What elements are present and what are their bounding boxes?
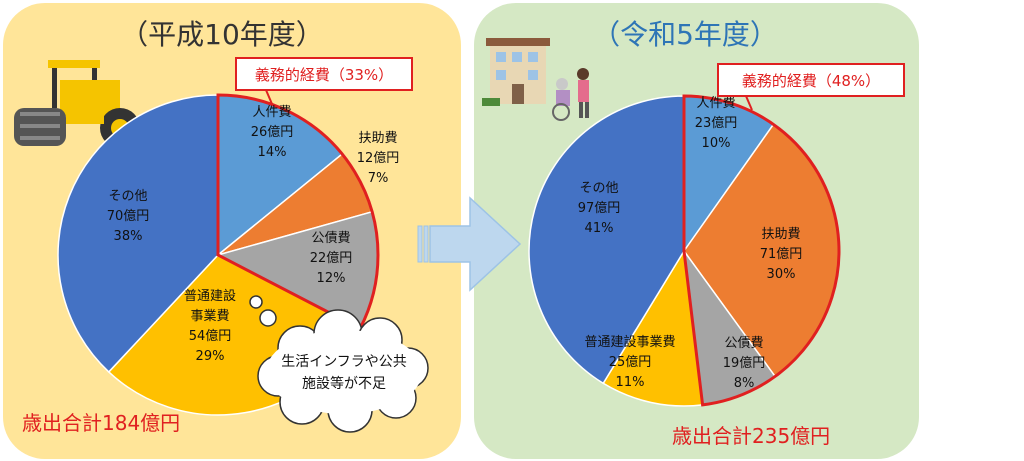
slice-label-line: 29% <box>196 349 225 364</box>
slice-label-line: 30% <box>767 267 796 282</box>
slice-label-kosaihi: 公債費 19億円 8% <box>723 336 766 391</box>
slice-label-fujohi: 扶助費 12億円 7% <box>357 131 400 186</box>
slice-label-line: 扶助費 <box>358 131 397 146</box>
slice-label-line: 14% <box>258 145 287 160</box>
pie-slice-futsu <box>602 248 704 407</box>
slice-label-line: 事業費 <box>190 308 229 324</box>
slice-label-line: 41% <box>585 221 614 236</box>
pie-slice-sonota <box>57 94 219 373</box>
slice-label-line: 普通建設 <box>184 288 236 304</box>
callout-line-2: 施設等が不足 <box>302 375 386 392</box>
left-highlight-label: 義務的経費（33%） <box>255 66 393 84</box>
slice-label-line: 26億円 <box>251 124 294 140</box>
slice-label-line: 19億円 <box>723 355 766 371</box>
slice-label-line: 71億円 <box>760 246 803 262</box>
slice-label-line: 普通建設事業費 <box>584 334 675 350</box>
mandatory-expense-outline <box>216 93 380 331</box>
slice-label-line: その他 <box>579 181 618 196</box>
slice-label-fujohi: 扶助費 71億円 30% <box>760 227 803 282</box>
callout-line-1: 生活インフラや公共 <box>281 354 407 370</box>
slice-label-line: 23億円 <box>695 115 738 131</box>
slice-label-line: 25億円 <box>609 354 652 370</box>
right-total-label: 歳出合計235億円 <box>672 424 830 448</box>
slice-label-line: 22億円 <box>310 250 353 266</box>
slice-label-line: 扶助費 <box>761 227 800 242</box>
slice-label-line: 8% <box>734 376 755 391</box>
right-panel-title: （令和5年度） <box>592 18 778 51</box>
slice-label-line: 人件費 <box>696 96 735 111</box>
slice-label-line: 7% <box>368 171 389 186</box>
slice-label-line: 70億円 <box>107 208 150 224</box>
right-highlight-box: 義務的経費（48%） <box>717 63 905 111</box>
slice-label-line: その他 <box>108 189 147 204</box>
slice-label-line: 54億円 <box>189 328 232 344</box>
slice-label-jinkenhi: 人件費 23億円 10% <box>695 96 738 151</box>
slice-label-jinkenhi: 人件費 26億円 14% <box>251 105 294 160</box>
slice-label-kosaihi: 公債費 22億円 12% <box>310 231 353 286</box>
slice-label-line: 人件費 <box>252 105 291 120</box>
slice-label-line: 97億円 <box>578 200 621 216</box>
slice-label-line: 12億円 <box>357 150 400 166</box>
slice-label-line: 38% <box>114 229 143 244</box>
left-panel-title: （平成10年度） <box>120 18 324 51</box>
mandatory-expense-outline <box>682 94 841 407</box>
slice-label-line: 11% <box>616 375 645 390</box>
slice-label-futsu: 普通建設事業費 25億円 11% <box>584 334 675 390</box>
right-highlight-label: 義務的経費（48%） <box>742 72 880 90</box>
pie-slice-sonota <box>528 95 685 385</box>
slice-label-sonota: その他 70億円 38% <box>107 189 150 244</box>
callout-cloud: 生活インフラや公共 施設等が不足 <box>249 295 429 433</box>
left-total-label: 歳出合計184億円 <box>22 411 180 435</box>
right-arrow-icon <box>417 196 522 292</box>
slice-label-line: 12% <box>317 271 346 286</box>
left-highlight-box: 義務的経費（33%） <box>235 57 413 105</box>
care-facility-icon <box>482 38 589 121</box>
pie-chart-reiwa5: 人件費 23億円 10% 扶助費 71億円 30% 公債費 19億円 8% 普通建設事業費 25億円… <box>528 94 841 407</box>
slice-label-futsu: 普通建設事業費 54億円 29% <box>184 288 236 364</box>
slice-label-line: 10% <box>702 136 731 151</box>
slice-label-sonota: その他 97億円 41% <box>578 181 621 236</box>
slice-label-line: 公債費 <box>724 336 763 351</box>
slice-label-line: 公債費 <box>311 231 350 246</box>
